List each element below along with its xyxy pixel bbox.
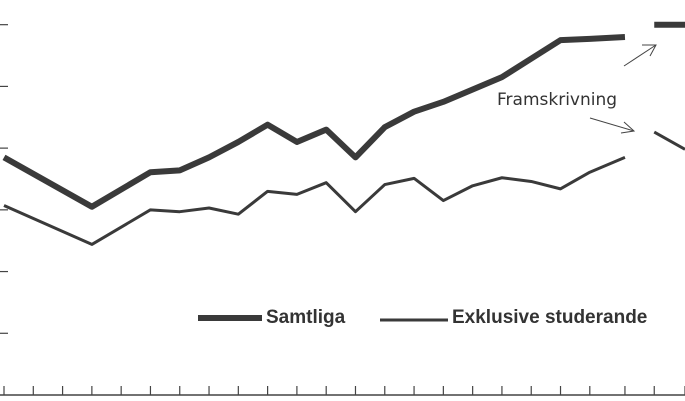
series-line <box>3 130 685 246</box>
annotation-arrows <box>589 44 657 134</box>
arrow-head <box>642 44 657 57</box>
legend-label: Samtliga <box>266 307 346 328</box>
arrow-head <box>620 121 636 134</box>
arrow <box>623 44 657 67</box>
annotation: Framskrivning <box>497 90 617 110</box>
arrow <box>589 117 635 132</box>
legend-label: Exklusive studerande <box>452 307 647 328</box>
series-line <box>2 21 685 210</box>
